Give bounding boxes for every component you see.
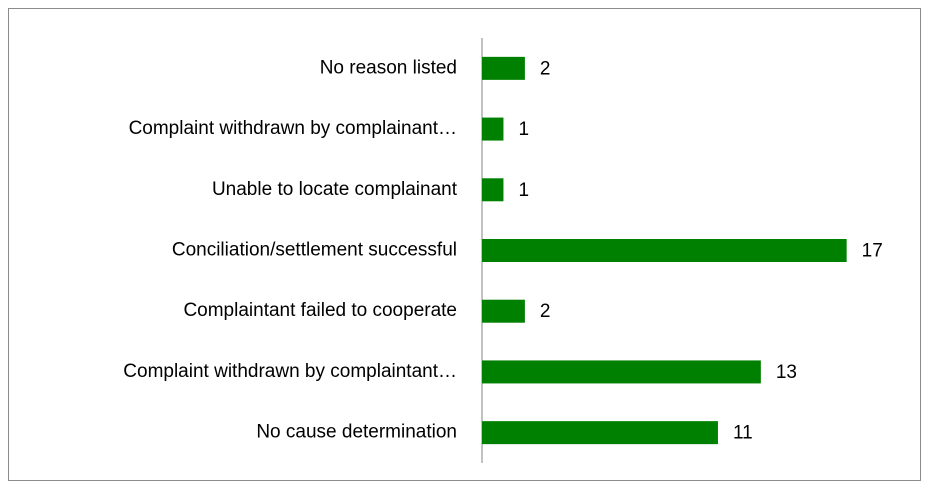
data-label: 2 [540,301,551,322]
y-tick-label: Complaintant failed to cooperate [183,300,457,321]
y-tick-label: Unable to locate complainant [212,179,458,200]
bar [482,360,761,384]
bar [482,239,847,262]
bar [482,56,525,80]
y-tick-label: Complaint withdrawn by complaintant… [123,361,457,382]
bar [482,421,718,445]
y-tick-label: Complaint withdrawn by complainant… [129,118,457,139]
data-label: 11 [733,423,753,444]
data-label: 17 [862,241,883,262]
y-tick-label: No cause determination [256,422,457,443]
y-tick-label: Conciliation/settlement successful [172,240,457,261]
data-label: 13 [776,362,797,383]
bar [482,117,504,141]
y-tick-label: No reason listed [320,57,457,78]
data-label: 2 [540,58,551,79]
data-label: 1 [518,180,529,201]
data-label: 1 [518,119,529,140]
bar [482,178,504,202]
bar [482,299,525,323]
